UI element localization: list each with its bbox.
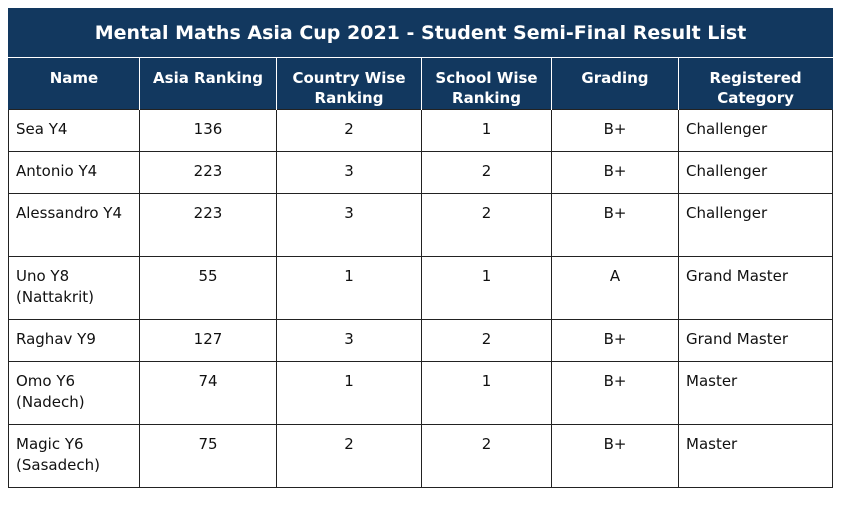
- cell-country-ranking: 1: [276, 361, 422, 425]
- header-category: Registered Category: [677, 57, 834, 110]
- table-row: Omo Y6 (Nadech) 74 1 1 B+ Master: [8, 361, 834, 425]
- cell-asia-ranking: 136: [139, 109, 277, 152]
- header-asia-ranking: Asia Ranking: [139, 57, 277, 110]
- cell-category: Master: [677, 424, 834, 488]
- cell-country-ranking: 2: [276, 424, 422, 488]
- cell-grading: B+: [551, 424, 679, 488]
- header-school-ranking: School Wise Ranking: [421, 57, 552, 110]
- cell-grading: A: [551, 256, 679, 320]
- cell-country-ranking: 3: [276, 319, 422, 362]
- cell-grading: B+: [551, 151, 679, 194]
- cell-asia-ranking: 55: [139, 256, 277, 320]
- table-row: Uno Y8 (Nattakrit) 55 1 1 A Grand Master: [8, 256, 834, 320]
- cell-name: Alessandro Y4: [8, 193, 140, 257]
- cell-grading: B+: [551, 109, 679, 152]
- cell-school-ranking: 2: [421, 151, 552, 194]
- cell-country-ranking: 2: [276, 109, 422, 152]
- cell-name: Omo Y6 (Nadech): [8, 361, 140, 425]
- cell-country-ranking: 1: [276, 256, 422, 320]
- cell-school-ranking: 1: [421, 256, 552, 320]
- cell-grading: B+: [551, 319, 679, 362]
- results-table-container: Mental Maths Asia Cup 2021 - Student Sem…: [7, 8, 834, 488]
- cell-school-ranking: 1: [421, 361, 552, 425]
- cell-asia-ranking: 127: [139, 319, 277, 362]
- cell-school-ranking: 2: [421, 193, 552, 257]
- header-grading: Grading: [551, 57, 679, 110]
- cell-asia-ranking: 75: [139, 424, 277, 488]
- cell-grading: B+: [551, 361, 679, 425]
- table-title: Mental Maths Asia Cup 2021 - Student Sem…: [7, 8, 834, 58]
- cell-asia-ranking: 74: [139, 361, 277, 425]
- header-row: Name Asia Ranking Country Wise Ranking S…: [8, 57, 834, 110]
- cell-category: Grand Master: [677, 319, 834, 362]
- header-country-ranking: Country Wise Ranking: [276, 57, 422, 110]
- cell-category: Challenger: [677, 109, 834, 152]
- cell-name: Raghav Y9: [8, 319, 140, 362]
- cell-name: Antonio Y4: [8, 151, 140, 194]
- table-row: Alessandro Y4 223 3 2 B+ Challenger: [8, 193, 834, 257]
- cell-name: Uno Y8 (Nattakrit): [8, 256, 140, 320]
- cell-grading: B+: [551, 193, 679, 257]
- cell-asia-ranking: 223: [139, 193, 277, 257]
- table-row: Antonio Y4 223 3 2 B+ Challenger: [8, 151, 834, 194]
- cell-country-ranking: 3: [276, 151, 422, 194]
- cell-name: Sea Y4: [8, 109, 140, 152]
- cell-country-ranking: 3: [276, 193, 422, 257]
- cell-category: Challenger: [677, 151, 834, 194]
- table-row: Raghav Y9 127 3 2 B+ Grand Master: [8, 319, 834, 362]
- cell-category: Grand Master: [677, 256, 834, 320]
- cell-school-ranking: 2: [421, 424, 552, 488]
- cell-school-ranking: 2: [421, 319, 552, 362]
- cell-school-ranking: 1: [421, 109, 552, 152]
- cell-category: Challenger: [677, 193, 834, 257]
- cell-category: Master: [677, 361, 834, 425]
- header-name: Name: [8, 57, 140, 110]
- cell-name: Magic Y6 (Sasadech): [8, 424, 140, 488]
- cell-asia-ranking: 223: [139, 151, 277, 194]
- results-table: Mental Maths Asia Cup 2021 - Student Sem…: [7, 8, 834, 488]
- table-row: Magic Y6 (Sasadech) 75 2 2 B+ Master: [8, 424, 834, 488]
- table-row: Sea Y4 136 2 1 B+ Challenger: [8, 109, 834, 152]
